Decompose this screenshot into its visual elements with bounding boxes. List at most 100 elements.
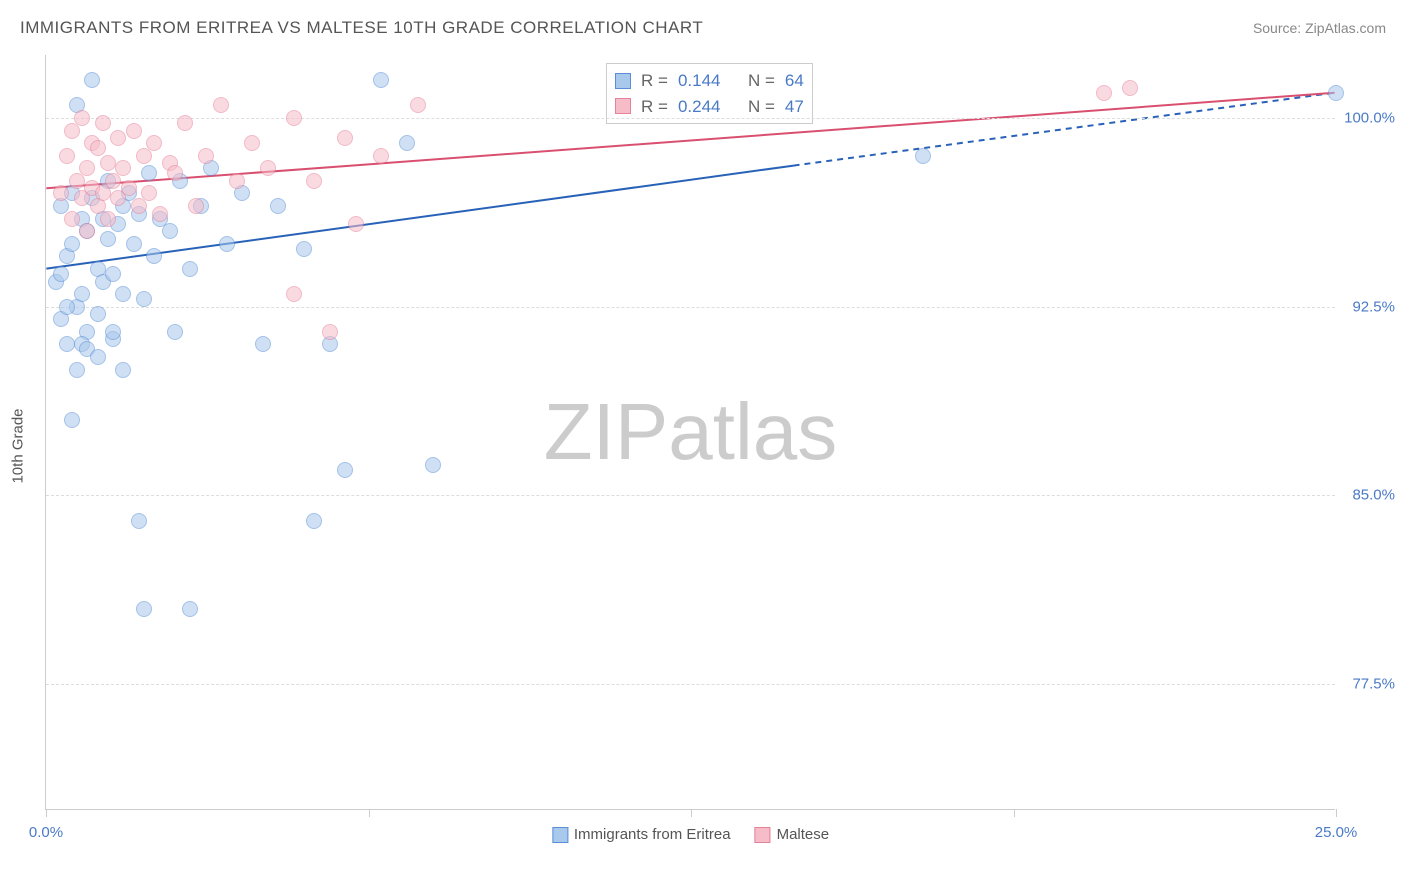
chart-title: IMMIGRANTS FROM ERITREA VS MALTESE 10TH … <box>20 18 703 38</box>
legend-label: Maltese <box>777 826 830 843</box>
data-point <box>84 72 100 88</box>
data-point <box>296 241 312 257</box>
data-point <box>126 123 142 139</box>
data-point <box>74 110 90 126</box>
stat-label: N = <box>748 68 775 94</box>
correlation-stats-box: R =0.144N =64R =0.244N =47 <box>606 63 813 124</box>
series-swatch <box>615 73 631 89</box>
trend-lines <box>46 55 1335 809</box>
data-point <box>136 601 152 617</box>
gridline <box>46 495 1335 496</box>
data-point <box>410 97 426 113</box>
data-point <box>255 336 271 352</box>
xtick <box>691 809 692 817</box>
data-point <box>105 266 121 282</box>
data-point <box>100 231 116 247</box>
data-point <box>105 324 121 340</box>
y-axis-label: 10th Grade <box>10 408 27 483</box>
data-point <box>95 115 111 131</box>
gridline <box>46 118 1335 119</box>
data-point <box>286 286 302 302</box>
data-point <box>146 135 162 151</box>
ytick-label: 85.0% <box>1352 487 1395 504</box>
xtick <box>46 809 47 817</box>
xtick <box>369 809 370 817</box>
data-point <box>167 165 183 181</box>
legend-item: Immigrants from Eritrea <box>552 826 731 843</box>
xtick <box>1014 809 1015 817</box>
stat-label: N = <box>748 94 775 120</box>
data-point <box>59 299 75 315</box>
gridline <box>46 307 1335 308</box>
data-point <box>64 412 80 428</box>
data-point <box>79 223 95 239</box>
data-point <box>115 362 131 378</box>
data-point <box>53 185 69 201</box>
data-point <box>64 211 80 227</box>
ytick-label: 77.5% <box>1352 676 1395 693</box>
xtick <box>1336 809 1337 817</box>
data-point <box>213 97 229 113</box>
data-point <box>219 236 235 252</box>
data-point <box>64 236 80 252</box>
data-point <box>131 513 147 529</box>
data-point <box>126 236 142 252</box>
ytick-label: 92.5% <box>1352 298 1395 315</box>
data-point <box>322 324 338 340</box>
data-point <box>373 148 389 164</box>
data-point <box>1122 80 1138 96</box>
data-point <box>244 135 260 151</box>
data-point <box>260 160 276 176</box>
data-point <box>141 165 157 181</box>
data-point <box>59 336 75 352</box>
stats-row: R =0.244N =47 <box>615 94 804 120</box>
data-point <box>90 349 106 365</box>
data-point <box>229 173 245 189</box>
legend-item: Maltese <box>755 826 830 843</box>
data-point <box>152 206 168 222</box>
series-swatch <box>552 827 568 843</box>
xtick-label: 25.0% <box>1315 824 1358 841</box>
data-point <box>59 148 75 164</box>
ytick-label: 100.0% <box>1344 109 1395 126</box>
data-point <box>79 160 95 176</box>
data-point <box>90 306 106 322</box>
data-point <box>1328 85 1344 101</box>
stat-n-value: 47 <box>785 94 804 120</box>
data-point <box>306 513 322 529</box>
data-point <box>915 148 931 164</box>
stat-r-value: 0.144 <box>678 68 738 94</box>
data-point <box>182 261 198 277</box>
data-point <box>167 324 183 340</box>
legend-label: Immigrants from Eritrea <box>574 826 731 843</box>
data-point <box>100 211 116 227</box>
data-point <box>115 160 131 176</box>
chart-source: Source: ZipAtlas.com <box>1253 20 1386 36</box>
data-point <box>141 185 157 201</box>
chart-header: IMMIGRANTS FROM ERITREA VS MALTESE 10TH … <box>20 18 1386 38</box>
xtick-label: 0.0% <box>29 824 63 841</box>
data-point <box>188 198 204 214</box>
data-point <box>348 216 364 232</box>
data-point <box>198 148 214 164</box>
series-legend: Immigrants from Eritrea Maltese <box>552 826 829 843</box>
data-point <box>306 173 322 189</box>
stats-row: R =0.144N =64 <box>615 68 804 94</box>
data-point <box>337 462 353 478</box>
data-point <box>115 286 131 302</box>
data-point <box>69 362 85 378</box>
series-swatch <box>615 98 631 114</box>
stat-label: R = <box>641 68 668 94</box>
data-point <box>74 286 90 302</box>
stat-r-value: 0.244 <box>678 94 738 120</box>
data-point <box>136 291 152 307</box>
data-point <box>286 110 302 126</box>
series-swatch <box>755 827 771 843</box>
data-point <box>100 155 116 171</box>
data-point <box>1096 85 1112 101</box>
data-point <box>110 130 126 146</box>
data-point <box>146 248 162 264</box>
data-point <box>425 457 441 473</box>
data-point <box>399 135 415 151</box>
data-point <box>270 198 286 214</box>
